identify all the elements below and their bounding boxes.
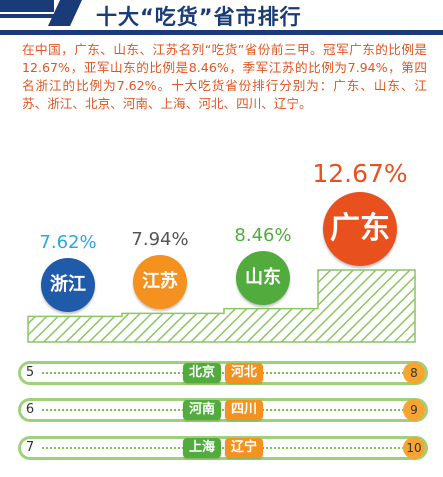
bar-3: [318, 270, 415, 342]
header: 十大“吃货”省市排行: [0, 0, 443, 40]
rank-number-right: 10: [403, 437, 425, 459]
value-label-2: 8.46%: [234, 224, 292, 246]
bar-1: [122, 313, 224, 342]
rank-row: 7 上海 辽宁 10: [18, 436, 428, 460]
rank-number-right: 9: [403, 399, 425, 421]
rank-row: 5 北京 河北 8: [18, 361, 428, 385]
province-tag-right: 四川: [225, 400, 264, 420]
staircase-bars: [27, 269, 416, 343]
bar-2: [224, 309, 318, 342]
province-tag-right: 辽宁: [225, 438, 264, 458]
province-tag-left: 河南: [182, 400, 221, 420]
value-label-3: 12.67%: [312, 159, 408, 188]
value-label-1: 7.94%: [131, 229, 189, 251]
category-circle-1: 江苏: [133, 255, 187, 310]
dotted-connector: [42, 447, 404, 449]
intro-text: 在中国，广东、山东、江苏名列“吃货”省份前三甲。冠军广东的比例是12.67%，亚…: [22, 42, 427, 111]
page-title: 十大“吃货”省市排行: [96, 5, 302, 29]
bar-0: [28, 316, 122, 342]
rank-number-left: 7: [25, 440, 35, 455]
category-circle-0: 浙江: [41, 258, 95, 313]
rank-number-left: 5: [25, 365, 35, 380]
category-circle-3: 广东: [323, 192, 397, 266]
province-tag-left: 北京: [182, 363, 221, 383]
province-tag-right: 河北: [225, 363, 264, 383]
province-tag-left: 上海: [182, 438, 221, 458]
rank-number-left: 6: [25, 402, 35, 417]
header-decoration: [0, 0, 443, 35]
rank-row: 6 河南 四川 9: [18, 398, 428, 422]
dotted-connector: [42, 409, 404, 411]
bar-chart: [27, 269, 416, 343]
category-circle-2: 山东: [236, 250, 290, 305]
rank-number-right: 8: [403, 362, 425, 384]
value-label-0: 7.62%: [39, 232, 97, 254]
dotted-connector: [42, 372, 404, 374]
